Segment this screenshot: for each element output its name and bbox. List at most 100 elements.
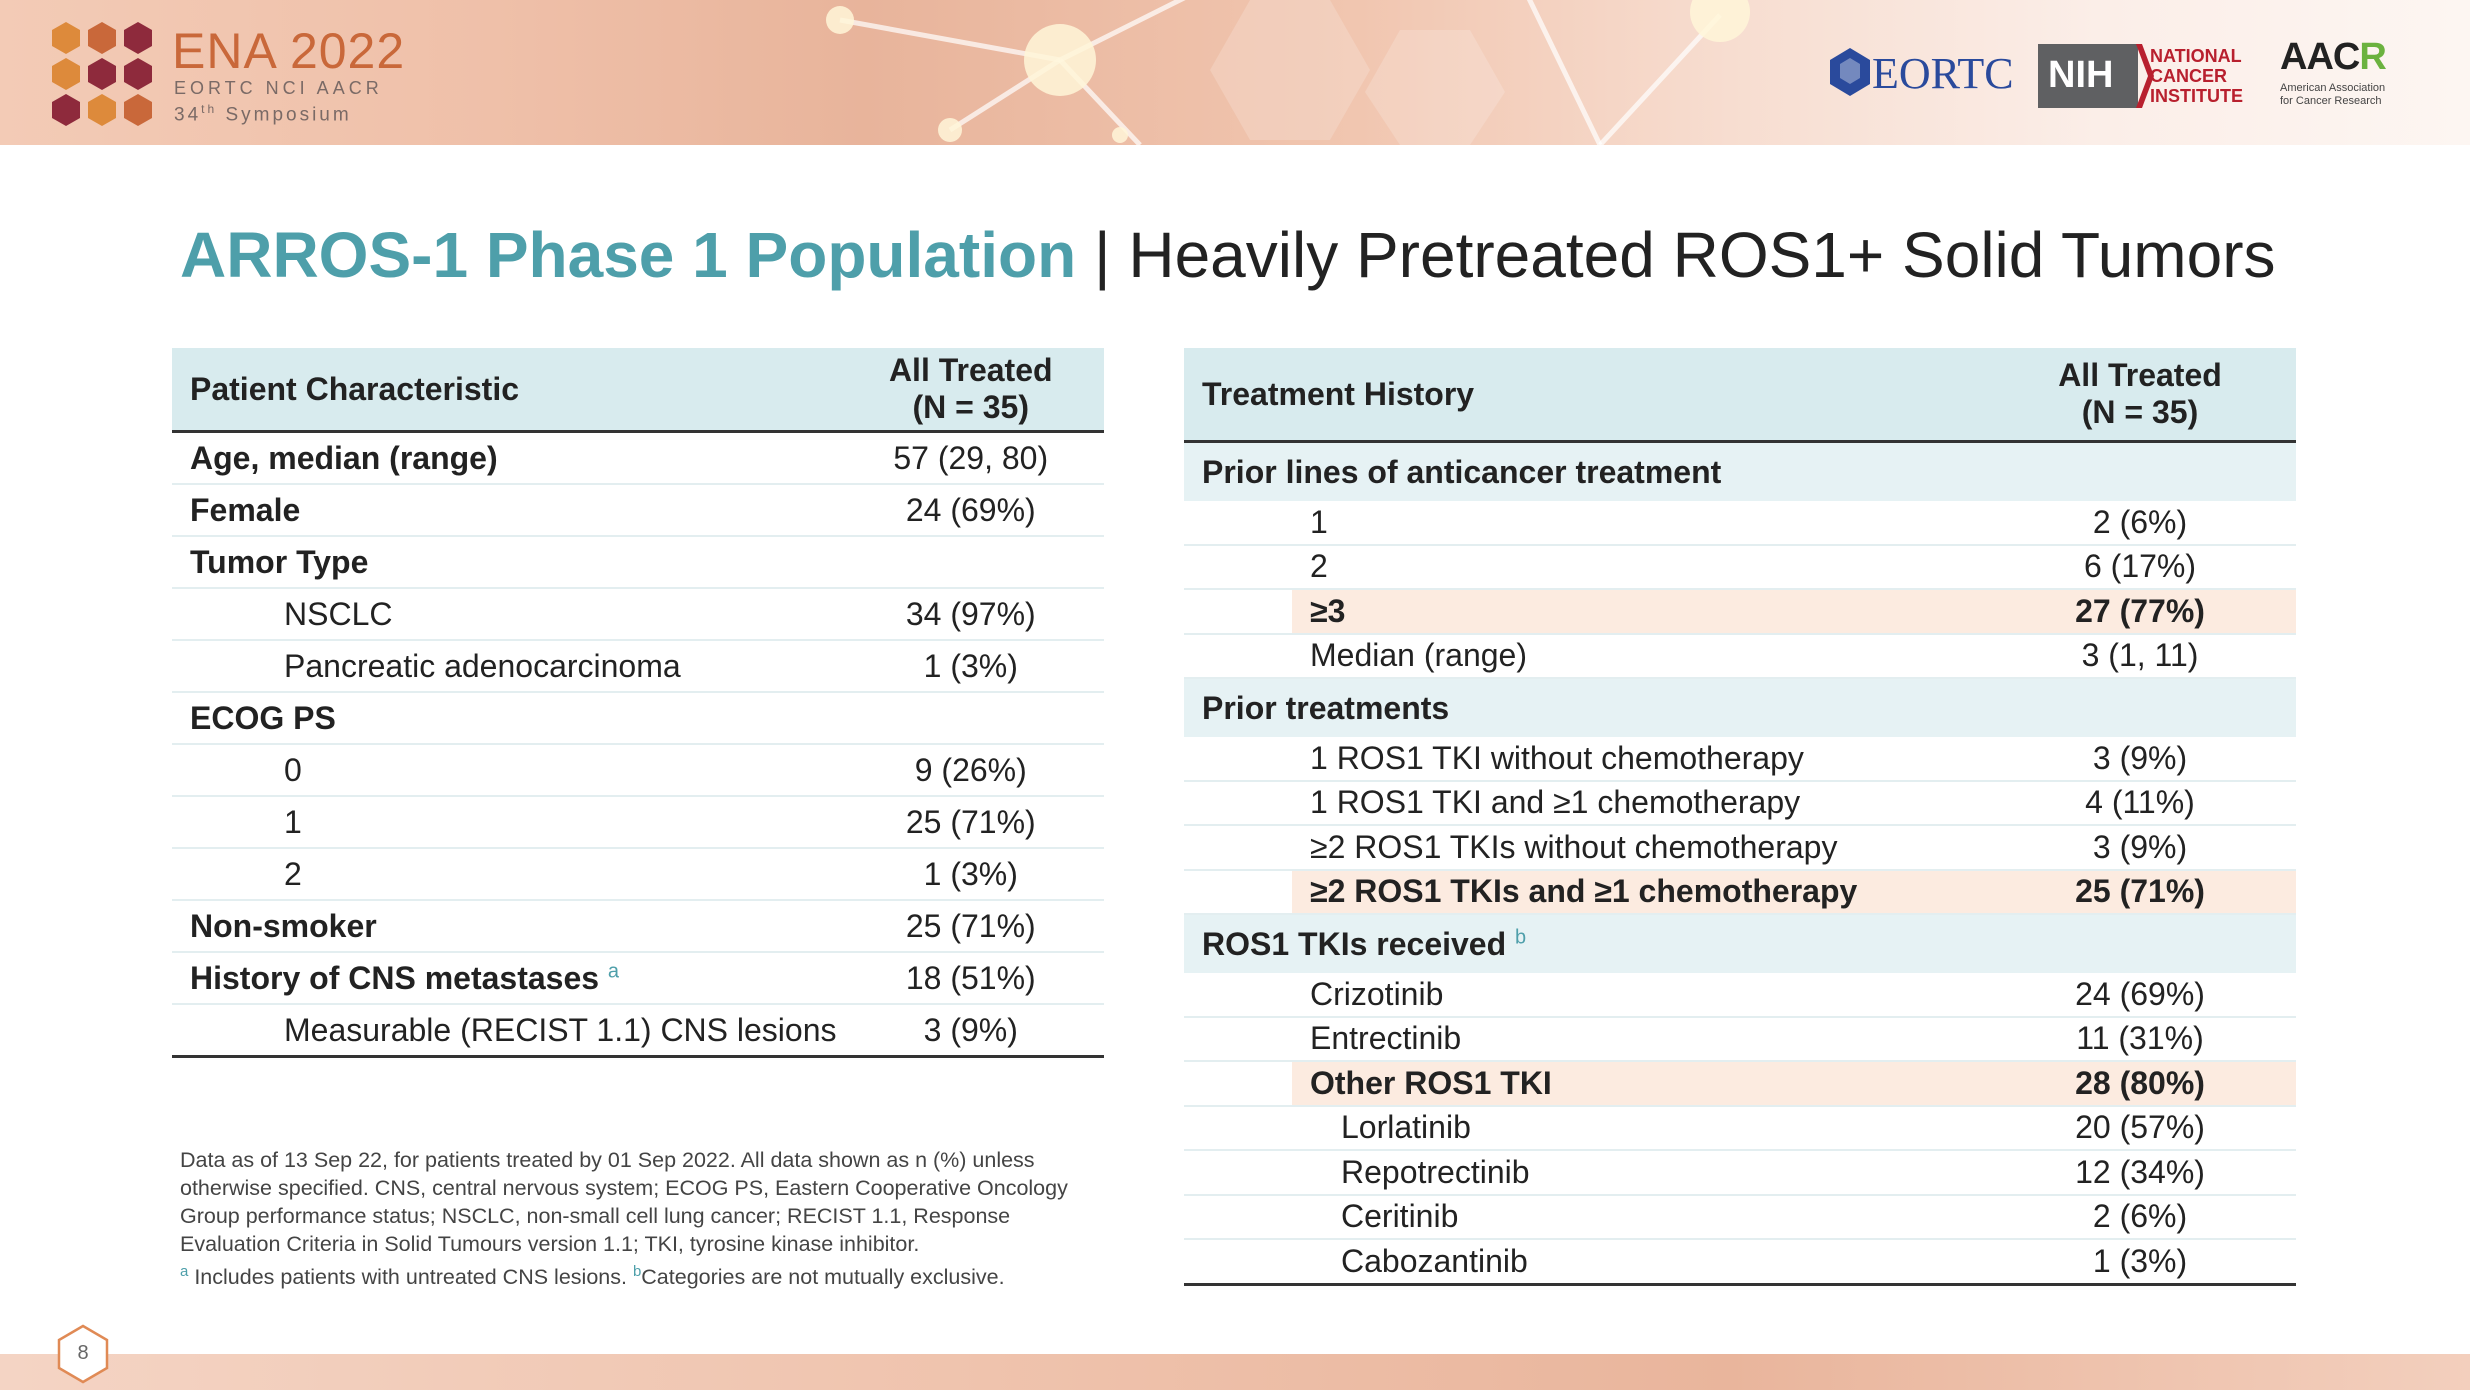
aacr-logo: AACR American Association for Cancer Res… [2278,36,2418,116]
ena-logo-orgs: EORTC NCI AACR [174,78,383,98]
row-value: 6 (17%) [1984,544,2296,590]
footnote-sup-b: b [632,1263,642,1280]
row-value: 2 (6%) [1984,1194,2296,1240]
table-row: 1 ROS1 TKI without chemotherapy 3 (9%) [1184,737,2296,782]
row-value: 25 (71%) [837,900,1104,953]
row-label: Female [172,484,838,537]
row-label: 1 ROS1 TKI and ≥1 chemotherapy [1184,780,1984,826]
row-value: 4 (11%) [1984,780,2296,826]
footnote-main: Data as of 13 Sep 22, for patients treat… [180,1148,1068,1256]
row-label: ≥2 ROS1 TKIs without chemotherapy [1184,825,1984,871]
footnote-marker-b: b [1515,925,1527,948]
footnote-sup-a: a [180,1263,189,1280]
table-row-highlighted: ≥2 ROS1 TKIs and ≥1 chemotherapy 25 (71%) [1184,869,2296,915]
table-row: Age, median (range) 57 (29, 80) [172,431,1104,485]
row-label: 1 [172,796,838,849]
row-value: 25 (71%) [837,796,1104,849]
hexagon-logo-icon [52,22,152,126]
nci-name: NATIONAL CANCER INSTITUTE [2150,46,2243,106]
table-row: Non-smoker 25 (71%) [172,900,1104,953]
header-all-treated-line1: All Treated [2058,357,2222,393]
row-value: 12 (34%) [1984,1150,2296,1196]
row-label-cell: History of CNS metastases a [172,952,838,1005]
row-label: ≥3 [1184,589,1984,635]
row-label: 1 [1184,501,1984,546]
row-label: NSCLC [172,588,838,641]
table-row: Cabozantinib 1 (3%) [1184,1239,2296,1286]
row-label: Age, median (range) [172,431,838,485]
section-title-cell: ROS1 TKIs received b [1184,914,2296,973]
slide-title: ARROS-1 Phase 1 Population | Heavily Pre… [180,218,2276,292]
row-value: 3 (1, 11) [1984,633,2296,679]
row-label: Repotrectinib [1184,1150,1984,1196]
section-title: Prior lines of anticancer treatment [1184,441,2296,501]
row-value: 1 (3%) [837,848,1104,901]
ena-2022-logo: ENA 2022 EORTC NCI AACR 34th Symposium [48,20,404,130]
row-label: Ceritinib [1184,1194,1984,1240]
table-row: 1 25 (71%) [172,796,1104,849]
table-row: Tumor Type [172,536,1104,589]
table-row: Female 24 (69%) [172,484,1104,537]
footnote-marker-a: a [607,959,620,982]
footnote-note-a: Includes patients with untreated CNS les… [194,1265,627,1290]
table-row: 1 ROS1 TKI and ≥1 chemotherapy 4 (11%) [1184,780,2296,826]
section-row-prior-lines: Prior lines of anticancer treatment [1184,441,2296,501]
aacr-subtitle: American Association for Cancer Research [2280,82,2386,107]
row-label: ≥2 ROS1 TKIs and ≥1 chemotherapy [1184,869,1984,915]
nih-text: NIH [2048,54,2114,96]
page-number-badge: 8 [56,1324,110,1384]
header-treatment-history: Treatment History [1184,348,1984,443]
row-label: Non-smoker [172,900,838,953]
ena-logo-symposium: 34th Symposium [174,102,352,126]
row-value [837,692,1104,745]
symposium-suffix: th [201,102,218,116]
row-value: 24 (69%) [1984,973,2296,1018]
title-separator: | [1093,219,1111,291]
table-row: Crizotinib 24 (69%) [1184,973,2296,1018]
treatment-history-table: Treatment History All Treated (N = 35) P… [1184,348,2296,1286]
row-value: 57 (29, 80) [837,431,1104,485]
row-label: Median (range) [1184,633,1984,679]
eortc-text: EORTC [1872,49,2014,98]
nih-chevron-icon [2136,44,2154,108]
section-row-prior-treatments: Prior treatments [1184,678,2296,737]
footer-bar [0,1354,2470,1390]
table-row: History of CNS metastases a 18 (51%) [172,952,1104,1005]
table-header-row: Patient Characteristic All Treated (N = … [172,348,1104,433]
section-title: Prior treatments [1184,678,2296,737]
table-row-highlighted: ≥3 27 (77%) [1184,589,2296,635]
aacr-mark-start: AAC [2280,36,2360,78]
nci-logo: NIH NATIONAL CANCER INSTITUTE [2038,42,2248,112]
row-label: Crizotinib [1184,973,1984,1018]
row-label: Tumor Type [172,536,838,589]
row-label: Cabozantinib [1184,1239,1984,1286]
eortc-logo: EORTC [1828,44,2014,100]
row-value: 20 (57%) [1984,1105,2296,1151]
table-row: Ceritinib 2 (6%) [1184,1194,2296,1240]
table-row: Repotrectinib 12 (34%) [1184,1150,2296,1196]
row-value: 18 (51%) [837,952,1104,1005]
row-label: Other ROS1 TKI [1184,1061,1984,1107]
symposium-number: 34 [174,104,202,126]
row-value: 1 (3%) [1984,1239,2296,1286]
title-rest: Heavily Pretreated ROS1+ Solid Tumors [1128,219,2276,291]
nih-box: NIH [2038,44,2138,108]
footnote-note-b: Categories are not mutually exclusive. [641,1265,1005,1290]
table-row: ECOG PS [172,692,1104,745]
table-row: Median (range) 3 (1, 11) [1184,633,2296,679]
row-label: Pancreatic adenocarcinoma [172,640,838,693]
row-value: 25 (71%) [1984,869,2296,915]
molecule-decoration [826,0,1750,145]
ena-logo-title: ENA 2022 [172,23,406,79]
table-row: Entrectinib 11 (31%) [1184,1016,2296,1062]
aacr-mark-end: R [2359,36,2386,78]
header-all-treated-line1: All Treated [888,352,1053,388]
row-label: 0 [172,744,838,797]
symposium-word: Symposium [225,104,352,126]
aacr-mark: AACR [2280,36,2387,79]
row-value: 1 (3%) [837,640,1104,693]
table-row: Pancreatic adenocarcinoma 1 (3%) [172,640,1104,693]
